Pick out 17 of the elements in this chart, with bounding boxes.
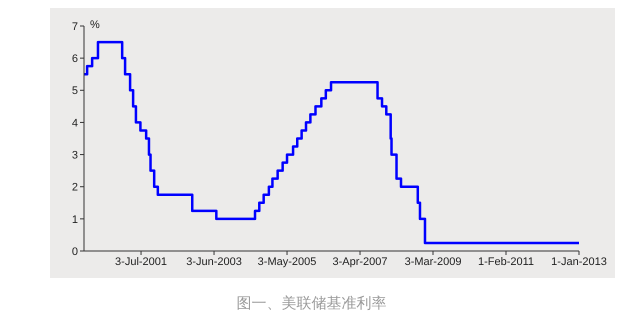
y-tick-label: 5 (72, 85, 78, 98)
text: 图一、美联储基准利率 (236, 294, 388, 313)
y-axis-title: % (90, 19, 100, 31)
y-tick-label: 2 (72, 182, 78, 194)
y-tick-label: 1 (72, 214, 78, 226)
y-tick-label: 7 (72, 20, 78, 33)
y-tick-label: 0 (72, 246, 78, 258)
x-tick-label: 3-Apr-2007 (332, 256, 388, 268)
x-tick-label: 3-Mar-2009 (404, 256, 462, 268)
x-tick-label: 3-May-2005 (258, 256, 316, 268)
x-tick-label: 3-Jun-2003 (186, 256, 242, 268)
x-tick-label: 1-Jan-2013 (551, 256, 607, 268)
y-tick-label: 6 (72, 53, 78, 66)
y-tick-label: 3 (72, 149, 78, 162)
x-tick-label: 1-Feb-2011 (478, 256, 534, 268)
x-tick-label: 3-Jul-2001 (115, 256, 168, 268)
y-tick-label: 4 (72, 117, 78, 130)
